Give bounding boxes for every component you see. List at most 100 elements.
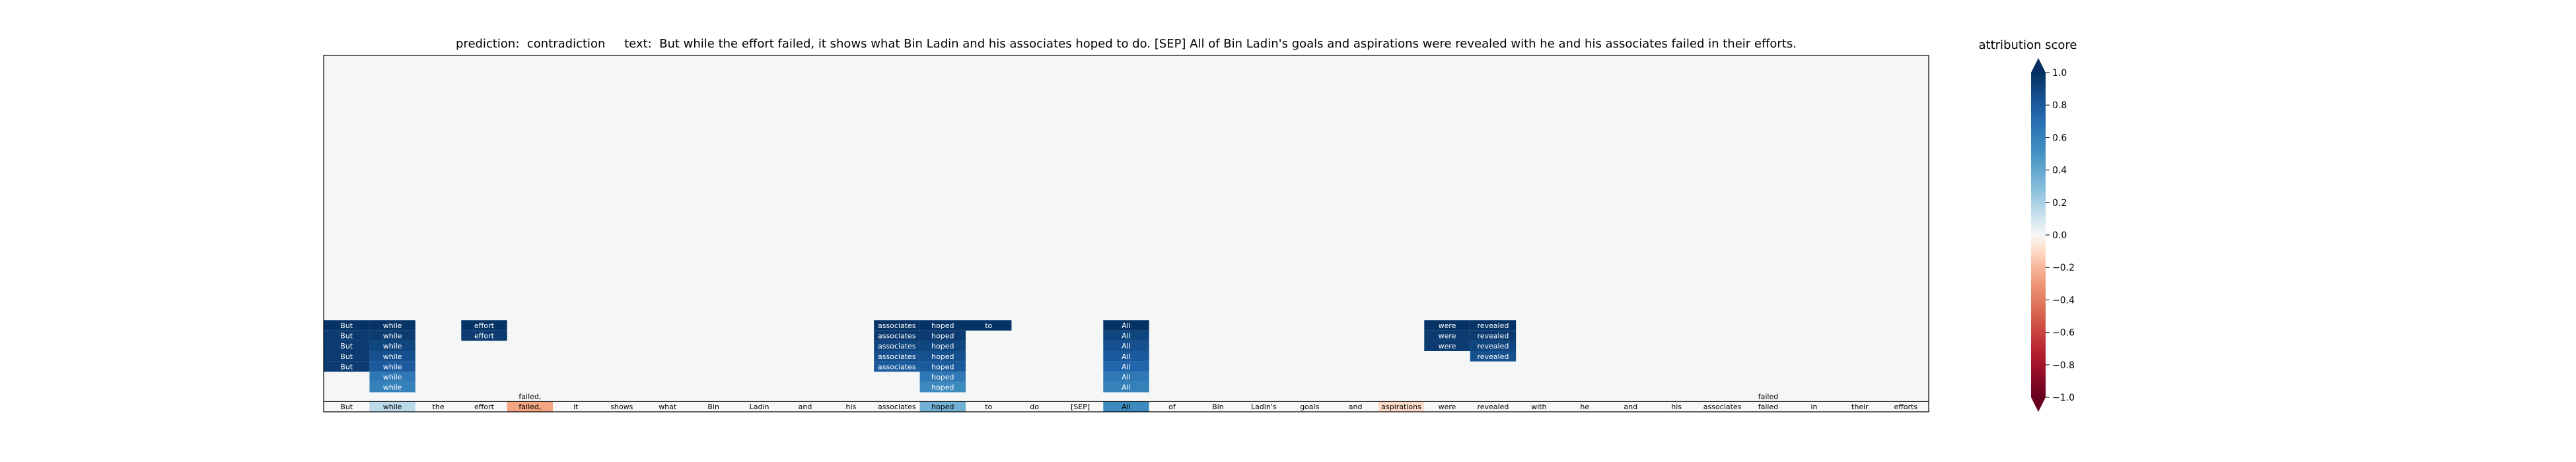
attribution-cell-label: hoped bbox=[931, 373, 954, 381]
attribution-cell-label: associates bbox=[878, 332, 916, 341]
token-label: Ladin bbox=[750, 403, 769, 411]
token-cell bbox=[645, 401, 691, 412]
colorbar-tick-label: 0.6 bbox=[2052, 133, 2067, 143]
token-cell bbox=[324, 401, 370, 412]
colorbar-tick-label: 0.8 bbox=[2052, 100, 2067, 111]
colorbar bbox=[2031, 73, 2046, 397]
token-label: Bin bbox=[1212, 403, 1224, 411]
attribution-cell-label: All bbox=[1122, 321, 1131, 330]
token-cell bbox=[919, 401, 966, 412]
token-label: [SEP] bbox=[1071, 403, 1090, 411]
attribution-cell-label: hoped bbox=[931, 352, 954, 361]
attribution-cell bbox=[874, 330, 920, 341]
colorbar-tick-label: 0.0 bbox=[2052, 230, 2067, 241]
token-cell bbox=[1837, 401, 1883, 412]
token-cell bbox=[1882, 401, 1929, 412]
attribution-cell bbox=[1424, 320, 1470, 331]
token-label: failed, bbox=[519, 403, 541, 411]
attribution-cell-label: associates bbox=[878, 362, 916, 371]
attribution-cell-label: hoped bbox=[931, 342, 954, 350]
attribution-cell-label: revealed bbox=[1477, 321, 1509, 330]
attribution-cell-label: while bbox=[383, 321, 402, 330]
token-label: goals bbox=[1300, 403, 1320, 411]
attribution-cell bbox=[1424, 341, 1470, 351]
attribution-cell-label: revealed bbox=[1477, 342, 1509, 350]
attribution-cell bbox=[1103, 320, 1149, 331]
attribution-cell-label: But bbox=[340, 321, 353, 330]
attribution-cell bbox=[324, 351, 370, 362]
chart-title: prediction: contradiction text: But whil… bbox=[324, 37, 1929, 57]
token-cell bbox=[1332, 401, 1378, 412]
attribution-cell-label: All bbox=[1122, 342, 1131, 350]
attribution-cell bbox=[1103, 381, 1149, 393]
attribution-cell-label: while bbox=[383, 373, 402, 381]
token-cell bbox=[782, 401, 828, 412]
attribution-cell bbox=[461, 320, 507, 331]
attribution-cell-label: But bbox=[340, 342, 353, 350]
attribution-cell bbox=[919, 320, 966, 331]
token-cell bbox=[598, 401, 645, 412]
attribution-cell bbox=[919, 341, 966, 351]
attribution-cell bbox=[1103, 341, 1149, 351]
colorbar-tick-label: −0.8 bbox=[2052, 360, 2075, 371]
token-cell bbox=[1287, 401, 1333, 412]
attribution-cell bbox=[874, 341, 920, 351]
attribution-cell-label: hoped bbox=[931, 321, 954, 330]
token-label: while bbox=[383, 403, 402, 411]
token-label: he bbox=[1580, 403, 1589, 411]
colorbar-tick-label: −0.2 bbox=[2052, 263, 2075, 273]
attribution-cell-label: All bbox=[1122, 373, 1131, 381]
token-cell bbox=[553, 401, 599, 412]
token-cell bbox=[1057, 401, 1104, 412]
colorbar-title: attribution score bbox=[1978, 38, 2077, 52]
attribution-cell bbox=[369, 381, 415, 393]
attribution-cell-label: hoped bbox=[931, 383, 954, 392]
attribution-cell bbox=[1103, 330, 1149, 341]
attribution-cell bbox=[874, 320, 920, 331]
attribution-cell-label: while bbox=[383, 352, 402, 361]
token-label: hoped bbox=[931, 403, 954, 411]
attribution-cell-label: All bbox=[1122, 332, 1131, 341]
attribution-cell bbox=[1470, 351, 1517, 362]
attribution-cell bbox=[1103, 361, 1149, 372]
token-cell bbox=[966, 401, 1012, 412]
colorbar-tick-label: 0.2 bbox=[2052, 198, 2067, 209]
token-label: revealed bbox=[1477, 403, 1509, 411]
token-label-above: failed, bbox=[519, 392, 541, 401]
text-value: But while the effort failed, it shows wh… bbox=[659, 37, 1797, 51]
token-label: associates bbox=[1703, 403, 1742, 411]
colorbar-max-arrow bbox=[2031, 58, 2046, 73]
token-cell bbox=[828, 401, 875, 412]
attribution-cell-label: associates bbox=[878, 321, 916, 330]
attribution-cell bbox=[1470, 341, 1517, 351]
token-label: and bbox=[1624, 403, 1637, 411]
token-cell bbox=[1103, 401, 1149, 412]
token-label: shows bbox=[610, 403, 633, 411]
attribution-cell-label: while bbox=[383, 383, 402, 392]
attribution-cell-label: while bbox=[383, 362, 402, 371]
attribution-cell bbox=[1470, 320, 1517, 331]
attribution-cell-label: associates bbox=[878, 342, 916, 350]
attribution-cell-label: All bbox=[1122, 362, 1131, 371]
attribution-cell bbox=[369, 341, 415, 351]
token-label: aspirations bbox=[1381, 403, 1421, 411]
token-label: to bbox=[985, 403, 992, 411]
plot-frame bbox=[323, 55, 1929, 412]
attribution-cell bbox=[1103, 351, 1149, 362]
attribution-cell-label: revealed bbox=[1477, 332, 1509, 341]
attribution-cell-label: hoped bbox=[931, 362, 954, 371]
token-label: failed bbox=[1758, 403, 1778, 411]
attribution-cell-label: But bbox=[340, 332, 353, 341]
colorbar-tick-label: 0.4 bbox=[2052, 166, 2067, 176]
attribution-cell bbox=[369, 361, 415, 372]
token-cell bbox=[736, 401, 783, 412]
token-cell bbox=[1011, 401, 1057, 412]
token-label: and bbox=[799, 403, 812, 411]
token-cell bbox=[1195, 401, 1241, 412]
attribution-cell-label: hoped bbox=[931, 332, 954, 341]
token-cell bbox=[1561, 401, 1608, 412]
attribution-cell bbox=[919, 361, 966, 372]
token-label: in bbox=[1810, 403, 1817, 411]
attribution-cell-label: All bbox=[1122, 352, 1131, 361]
